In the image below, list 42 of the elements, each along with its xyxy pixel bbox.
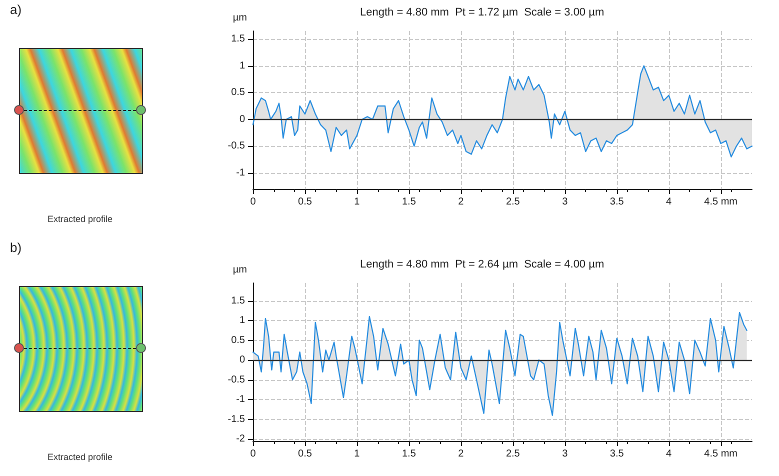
x-tick-label: 1 (354, 196, 360, 208)
x-tick-label: 0 (250, 448, 256, 460)
x-tick-label: 4.5 mm (704, 196, 738, 208)
text: Extracted profile (46, 452, 114, 462)
y-tick-label: -1.5 (228, 414, 246, 425)
x-tick-label: 2 (458, 196, 464, 208)
y-tick-label: 1 (239, 60, 246, 72)
y-tick-label: 0.5 (231, 87, 246, 98)
x-tick-label: 0 (250, 196, 256, 208)
text: a) (10, 2, 22, 17)
text: b) (10, 240, 22, 255)
text: Extracted profile (46, 214, 114, 224)
x-tick-label: 3.5 (610, 196, 624, 208)
x-tick-label: 3.5 (610, 448, 624, 460)
x-tick-label: 2.5 (506, 196, 520, 208)
y-axis-title: µm (232, 264, 247, 276)
y-tick-label: -1 (236, 394, 246, 406)
x-tick-label: 0.5 (298, 196, 312, 208)
y-axis-title: µm (232, 12, 247, 24)
x-tick-label: 0.5 (298, 448, 312, 460)
y-tick-label: 1 (239, 315, 246, 326)
y-tick-label: -2 (236, 434, 246, 445)
y-tick-label: 0 (239, 354, 246, 366)
x-tick-label: 1.5 (402, 196, 416, 208)
chart-title: Length = 4.80 mm Pt = 2.64 µm Scale = 4.00 µm (360, 258, 604, 270)
x-tick-label: 3 (562, 196, 568, 208)
x-tick-label: 3 (562, 448, 568, 460)
y-tick-label: -0.5 (228, 374, 246, 386)
x-tick-label: 4 (666, 196, 672, 208)
x-tick-label: 1.5 (402, 448, 416, 460)
x-tick-label: 2.5 (506, 448, 520, 460)
y-tick-label: -1 (236, 167, 246, 178)
x-tick-label: 4 (666, 448, 672, 460)
y-tick-label: 1.5 (231, 34, 246, 45)
x-tick-label: 2 (458, 448, 464, 460)
y-tick-label: -0.5 (228, 140, 246, 152)
x-tick-label: 4.5 mm (704, 448, 738, 460)
x-tick-label: 1 (354, 448, 360, 460)
y-tick-label: 1.5 (231, 295, 246, 306)
chart-title: Length = 4.80 mm Pt = 1.72 µm Scale = 3.00 µm (360, 6, 604, 18)
y-tick-label: 0.5 (231, 334, 246, 346)
y-tick-label: 0 (239, 114, 246, 125)
